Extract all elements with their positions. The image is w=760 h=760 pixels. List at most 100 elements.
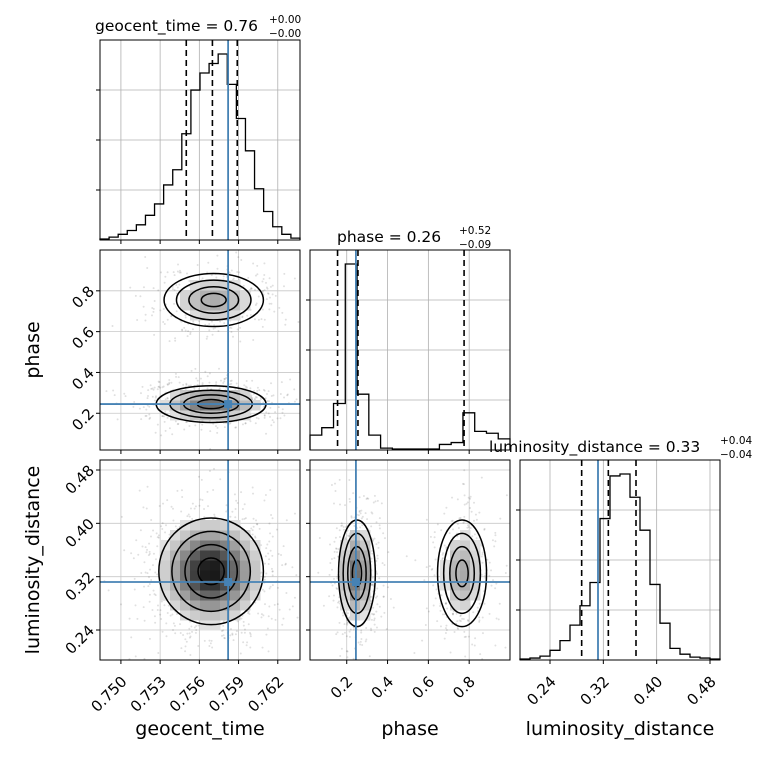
sample-point	[335, 633, 338, 636]
x-tick-label: 0.8	[449, 673, 479, 703]
sample-point	[268, 302, 271, 305]
sample-point	[217, 329, 220, 332]
sample-point	[152, 552, 155, 555]
sample-point	[451, 528, 454, 531]
sample-point	[151, 564, 154, 567]
sample-point	[159, 613, 162, 616]
sample-point	[358, 509, 361, 512]
density-cell	[220, 590, 231, 601]
density-cell	[200, 560, 211, 571]
sample-point	[134, 604, 137, 607]
sample-point	[231, 335, 234, 338]
sample-point	[141, 385, 144, 388]
sample-point	[161, 415, 164, 418]
sample-point	[464, 655, 467, 658]
sample-point	[215, 276, 218, 279]
sample-point	[161, 528, 164, 531]
sample-point	[145, 551, 148, 554]
sample-point	[152, 589, 155, 592]
sample-point	[240, 617, 243, 620]
sample-point	[336, 587, 339, 590]
sample-point	[157, 385, 160, 388]
sample-point	[465, 502, 468, 505]
truth-marker	[224, 400, 233, 409]
sample-point	[350, 516, 353, 519]
density-cell	[240, 410, 251, 421]
sample-point	[474, 637, 477, 640]
sample-point	[467, 620, 470, 623]
sample-point	[240, 259, 243, 262]
sample-point	[375, 559, 378, 562]
sample-point	[448, 532, 451, 535]
sample-point	[265, 298, 268, 301]
sample-point	[223, 322, 226, 325]
sample-point	[218, 387, 221, 390]
x-tick-label: 0.762	[244, 673, 287, 716]
density-cell	[220, 610, 231, 621]
density-cell	[220, 280, 231, 291]
sample-point	[201, 423, 204, 426]
sample-point	[163, 281, 166, 284]
sample-point	[338, 600, 341, 603]
density-cell	[170, 600, 181, 611]
sample-point	[194, 424, 197, 427]
sample-point	[491, 539, 494, 542]
density-cell	[220, 540, 231, 551]
sample-point	[346, 656, 349, 659]
density-cell	[450, 580, 461, 591]
density-cell	[360, 610, 371, 621]
sample-point	[123, 392, 126, 395]
sample-point	[147, 554, 150, 557]
sample-point	[173, 288, 176, 291]
sample-point	[151, 387, 154, 390]
sample-point	[235, 630, 238, 633]
sample-point	[257, 417, 260, 420]
panel-frame	[99, 459, 301, 661]
sample-point	[252, 517, 255, 520]
density-blocks	[160, 520, 261, 631]
sample-point	[253, 389, 256, 392]
sample-point	[383, 611, 386, 614]
sample-point	[376, 595, 379, 598]
sample-point	[329, 562, 332, 565]
sample-point	[171, 285, 174, 288]
sample-point	[183, 663, 185, 665]
sample-point	[421, 639, 424, 642]
sample-point	[247, 612, 250, 615]
sample-point	[175, 612, 178, 615]
sample-point	[263, 289, 266, 292]
sample-point	[494, 531, 497, 534]
sample-point	[271, 554, 274, 557]
sample-point	[213, 513, 216, 516]
sample-point	[153, 386, 156, 389]
sample-point	[262, 614, 265, 617]
sample-point	[186, 272, 189, 275]
sample-point	[434, 558, 437, 561]
sample-point	[185, 640, 188, 643]
density-cell	[230, 590, 241, 601]
density-cell	[190, 310, 201, 321]
sample-point	[244, 422, 247, 425]
sample-point	[346, 529, 349, 532]
x-tick-label: 0.24	[523, 673, 559, 709]
density-cell	[200, 570, 211, 581]
sample-point	[166, 612, 169, 615]
sample-point	[151, 608, 154, 611]
sample-point	[266, 627, 269, 630]
sample-point	[247, 623, 250, 626]
sample-point	[267, 615, 270, 618]
sample-point	[164, 531, 167, 534]
density-cell	[230, 540, 241, 551]
sample-point	[463, 469, 466, 472]
sample-point	[456, 535, 459, 538]
truth-marker	[351, 578, 360, 586]
sample-point	[265, 633, 268, 636]
sample-point	[348, 630, 351, 633]
sample-point	[340, 647, 343, 650]
sample-point	[392, 606, 395, 609]
density-cell	[470, 570, 481, 581]
density-cell	[360, 570, 371, 581]
sample-point	[341, 524, 344, 527]
sample-point	[158, 385, 161, 388]
density-cell	[460, 600, 471, 611]
